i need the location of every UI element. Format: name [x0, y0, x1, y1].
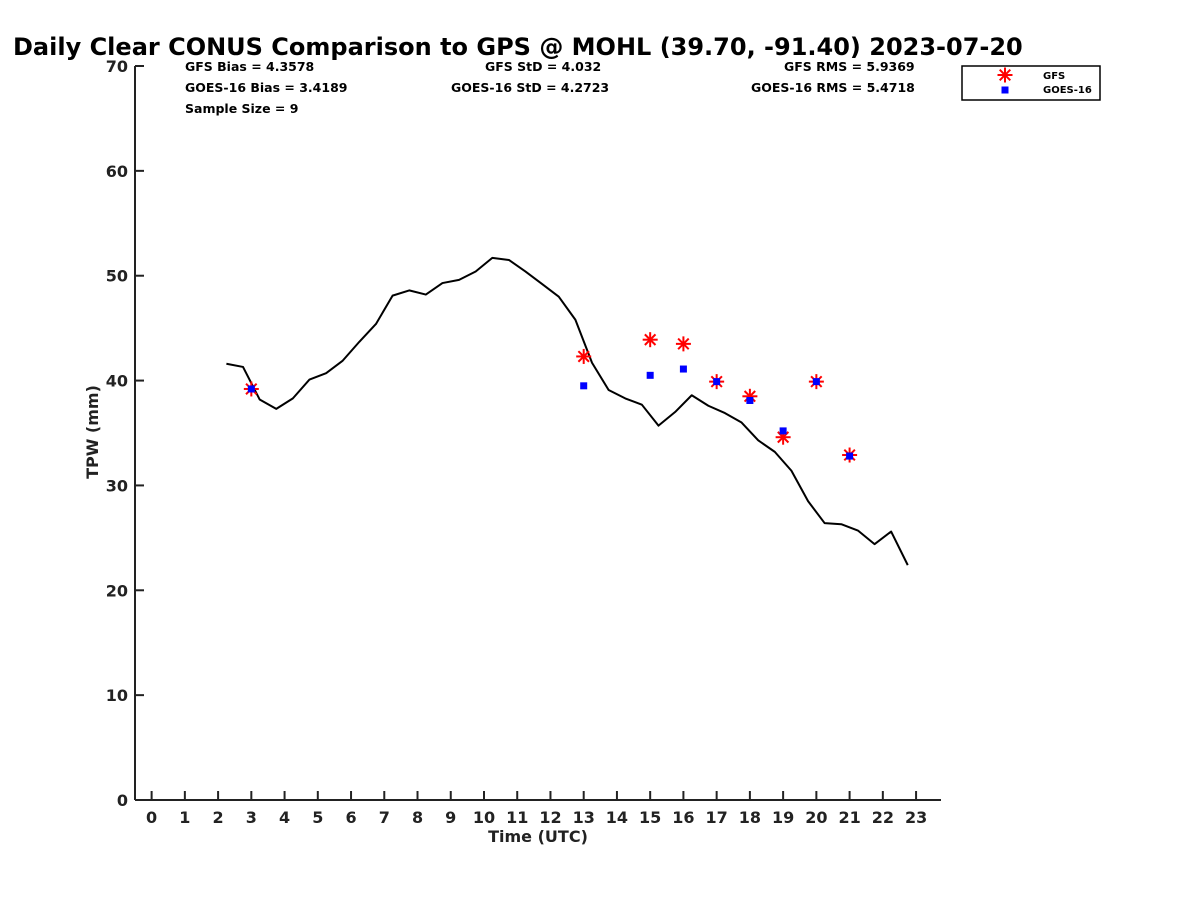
y-tick-label: 70	[106, 57, 128, 76]
y-tick-label: 40	[106, 372, 128, 391]
legend-box	[961, 65, 1101, 101]
y-tick-label: 20	[106, 581, 128, 600]
goes-rms-text: GOES-16 RMS = 5.4718	[751, 80, 915, 95]
x-axis-label: Time (UTC)	[488, 827, 588, 846]
x-tick-label: 18	[739, 808, 761, 827]
y-axis-ticks: 0 10 20 30 40 50 60 70	[106, 57, 144, 810]
gfs-std-text: GFS StD = 4.032	[485, 59, 601, 74]
x-tick-label: 16	[672, 808, 694, 827]
gps-series-line	[226, 256, 909, 566]
x-tick-label: 21	[838, 808, 860, 827]
legend-goes-label: GOES-16	[1043, 85, 1092, 96]
goes-std-text: GOES-16 StD = 4.2723	[451, 80, 609, 95]
legend-goes-square	[1001, 86, 1009, 94]
goes-16-point	[746, 396, 754, 404]
y-tick-label: 60	[106, 162, 128, 181]
legend: GFS GOES-16	[961, 65, 1101, 101]
x-tick-label: 0	[146, 808, 157, 827]
goes-16-point	[580, 382, 588, 390]
goes-bias-text: GOES-16 Bias = 3.4189	[185, 80, 347, 95]
x-tick-label: 22	[872, 808, 894, 827]
y-tick-label: 0	[117, 791, 128, 810]
x-tick-label: 14	[606, 808, 628, 827]
sample-size-text: Sample Size = 9	[185, 101, 298, 116]
x-tick-label: 10	[473, 808, 495, 827]
x-tick-label: 5	[312, 808, 323, 827]
gfs-bias-text: GFS Bias = 4.3578	[185, 59, 314, 74]
goes-16-point	[779, 427, 787, 435]
y-tick-label: 50	[106, 267, 128, 286]
goes-16-point	[846, 452, 854, 460]
x-tick-label: 12	[539, 808, 561, 827]
gfs-point	[642, 332, 658, 348]
x-tick-label: 6	[345, 808, 356, 827]
goes-16-point	[812, 378, 820, 386]
x-tick-label: 20	[805, 808, 827, 827]
chart-title: Daily Clear CONUS Comparison to GPS @ MO…	[13, 33, 1023, 61]
x-tick-label: 7	[379, 808, 390, 827]
goes-16-point	[679, 365, 687, 373]
x-tick-label: 8	[412, 808, 423, 827]
x-tick-label: 1	[179, 808, 190, 827]
x-tick-label: 17	[706, 808, 728, 827]
x-tick-label: 19	[772, 808, 794, 827]
x-tick-label: 11	[506, 808, 528, 827]
legend-goes-marker	[1001, 86, 1009, 94]
x-tick-label: 4	[279, 808, 290, 827]
x-tick-label: 2	[213, 808, 224, 827]
gfs-point	[576, 348, 592, 364]
gfs-point	[675, 336, 691, 352]
y-tick-label: 10	[106, 686, 128, 705]
plot-marks	[226, 256, 909, 566]
y-tick-label: 30	[106, 476, 128, 495]
y-axis-label: TPW (mm)	[83, 385, 102, 479]
goes-16-point	[713, 378, 721, 386]
x-tick-label: 13	[573, 808, 595, 827]
x-axis-ticks: 0 1 2 3 4 5 6 7 8 9 10 11 12 13 14 15 16 17 18 19 20 21 22 23	[146, 791, 927, 827]
goes-16-point	[247, 385, 255, 393]
x-tick-label: 3	[246, 808, 257, 827]
axes	[134, 66, 941, 801]
legend-gfs-asterisk	[997, 67, 1013, 83]
legend-gfs-label: GFS	[1043, 71, 1065, 82]
x-tick-label: 15	[639, 808, 661, 827]
gfs-rms-text: GFS RMS = 5.9369	[784, 59, 915, 74]
goes-16-point	[646, 371, 654, 379]
x-tick-label: 23	[905, 808, 927, 827]
legend-gfs-marker	[997, 67, 1013, 83]
x-tick-label: 9	[445, 808, 456, 827]
